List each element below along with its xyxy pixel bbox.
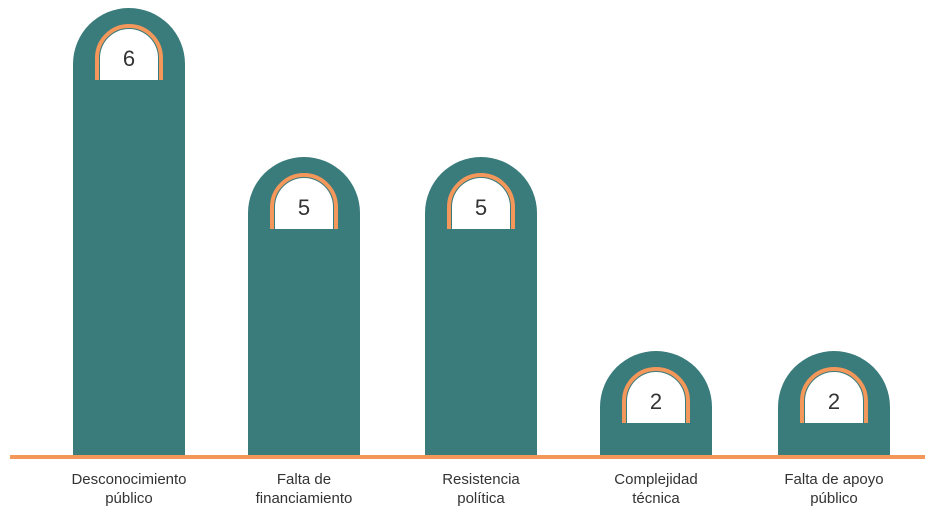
category-label-line: técnica xyxy=(632,490,680,507)
category-label: Resistencia política xyxy=(442,471,520,507)
value-badge-ring xyxy=(95,24,163,80)
category-label-line: público xyxy=(810,490,858,507)
bar xyxy=(73,8,185,455)
category-label-line: Falta de xyxy=(277,471,331,488)
category-label-line: Desconocimiento xyxy=(71,471,186,488)
value-badge-ring xyxy=(800,367,868,423)
value-badge xyxy=(452,178,510,229)
category-label: Complejidad técnica xyxy=(614,471,697,507)
category-label: Desconocimiento público xyxy=(71,471,186,507)
category-label-line: Falta de apoyo xyxy=(784,471,883,488)
data-label: 5 xyxy=(475,195,487,220)
data-label: 6 xyxy=(123,46,135,71)
value-badge xyxy=(805,372,863,423)
data-label: 5 xyxy=(298,195,310,220)
category-labels-group: Desconocimiento público Falta de financiami… xyxy=(71,471,883,507)
category-label-line: Complejidad xyxy=(614,471,697,488)
value-badge xyxy=(100,29,158,80)
data-label: 2 xyxy=(828,389,840,414)
category-label: Falta de financiamiento xyxy=(256,471,353,507)
category-label-line: público xyxy=(105,490,153,507)
bars-group: 6 5 5 2 2 xyxy=(73,8,890,455)
category-label: Falta de apoyo público xyxy=(784,471,883,507)
category-label-line: política xyxy=(457,490,505,507)
category-label-line: Resistencia xyxy=(442,471,520,488)
value-badge-ring xyxy=(622,367,690,423)
value-badge xyxy=(275,178,333,229)
category-label-line: financiamiento xyxy=(256,490,353,507)
value-badge xyxy=(627,372,685,423)
bar xyxy=(248,157,360,455)
value-badge-ring xyxy=(270,173,338,229)
bar xyxy=(425,157,537,455)
data-label: 2 xyxy=(650,389,662,414)
value-badge-ring xyxy=(447,173,515,229)
